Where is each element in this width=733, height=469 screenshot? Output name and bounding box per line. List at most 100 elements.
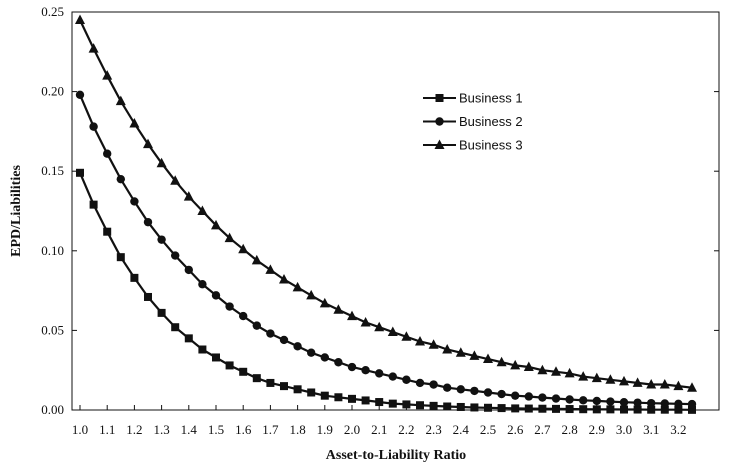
data-point-circle [130, 197, 139, 206]
data-point-triangle [646, 379, 657, 389]
data-point-triangle [605, 374, 616, 384]
data-point-square [620, 405, 628, 414]
data-point-square [470, 403, 479, 412]
data-point-triangle [455, 347, 466, 357]
y-tick-label: 0.05 [41, 322, 64, 337]
y-tick-label: 0.25 [41, 4, 64, 19]
series-square [76, 168, 696, 414]
data-point-square [606, 405, 615, 414]
data-point-circle [415, 378, 425, 388]
x-tick-label: 2.2 [398, 422, 414, 437]
data-point-triangle [673, 380, 684, 391]
x-axis-title: Asset-to-Liability Ratio [326, 448, 466, 463]
data-point-square [647, 405, 656, 414]
x-tick-label: 3.0 [616, 422, 632, 437]
data-point-circle [687, 399, 697, 409]
y-tick-label: 0.15 [41, 163, 64, 178]
series-layer [75, 14, 697, 414]
data-point-circle [579, 396, 588, 405]
data-point-triangle [224, 232, 235, 243]
data-point-circle [660, 399, 669, 408]
data-point-triangle [115, 95, 126, 106]
legend: Business 1 Business 2 Business 3 [423, 91, 523, 153]
data-point-square [252, 374, 261, 383]
data-point-square [429, 401, 438, 410]
x-tick-label: 2.4 [453, 422, 470, 437]
data-point-triangle [156, 157, 167, 168]
data-point-square [552, 404, 560, 413]
data-point-square [497, 404, 506, 413]
data-point-circle [456, 385, 465, 394]
data-point-triangle [387, 326, 398, 336]
data-point-square [307, 388, 316, 397]
data-point-square [361, 396, 370, 405]
x-tick-label: 1.4 [181, 422, 198, 437]
data-point-circle [619, 397, 629, 407]
data-point-square [443, 402, 452, 411]
x-tick-label: 1.9 [317, 422, 333, 437]
y-tick-label: 0.20 [41, 84, 64, 99]
data-point-circle [647, 398, 656, 408]
data-point-triangle [442, 344, 453, 354]
data-point-square [633, 405, 642, 414]
data-point-square [103, 227, 112, 236]
data-point-circle [171, 251, 180, 260]
data-point-square [293, 385, 302, 394]
x-tick-label: 2.8 [561, 422, 577, 437]
data-point-square [538, 404, 547, 413]
data-point-triangle [523, 361, 534, 372]
data-point-square [320, 391, 329, 400]
data-point-square [688, 405, 696, 414]
data-point-triangle [591, 372, 602, 383]
data-point-triangle [279, 273, 289, 284]
data-point-triangle [564, 367, 575, 378]
data-point-triangle [347, 310, 357, 321]
data-point-circle [252, 321, 261, 330]
data-point-circle [89, 122, 98, 131]
legend-label: Business 3 [459, 138, 523, 153]
x-tick-label: 1.2 [126, 422, 142, 437]
data-point-square [592, 405, 601, 414]
data-point-triangle [619, 375, 629, 386]
data-point-square [130, 273, 139, 282]
data-point-circle [565, 395, 574, 404]
data-point-square [184, 334, 193, 343]
data-point-triangle [333, 304, 344, 314]
data-point-triangle [428, 339, 439, 349]
data-point-circle [307, 348, 316, 357]
y-tick-label: 0.00 [41, 402, 64, 417]
data-point-triangle [170, 175, 181, 185]
data-point-circle [470, 386, 479, 396]
x-tick-label: 2.1 [371, 422, 387, 437]
legend-entry: Business 3 [423, 138, 523, 153]
data-point-square [76, 168, 84, 177]
data-point-square [416, 401, 424, 410]
x-tick-label: 1.6 [235, 422, 252, 437]
series-line [78, 94, 693, 406]
series-line [79, 19, 693, 389]
data-point-circle [293, 342, 302, 351]
data-point-circle [184, 265, 193, 275]
data-point-triangle [265, 264, 276, 274]
data-point-circle [225, 302, 234, 311]
series-triangle [75, 14, 697, 392]
data-point-circle [143, 217, 153, 227]
data-point-triangle [306, 289, 317, 300]
data-point-triangle [319, 297, 330, 308]
data-point-circle [606, 397, 615, 406]
data-point-circle [592, 396, 601, 406]
data-point-square [116, 253, 125, 262]
data-point-square [388, 399, 397, 408]
data-point-square [225, 361, 234, 370]
data-point-circle [538, 393, 547, 402]
data-point-circle [347, 362, 357, 372]
legend-marker-circle [435, 117, 444, 126]
x-tick-label: 3.2 [670, 422, 686, 437]
data-point-triangle [374, 321, 385, 332]
data-point-square [266, 378, 275, 387]
data-point-square [375, 398, 384, 407]
x-tick-label: 1.3 [153, 422, 169, 437]
x-tick-label: 1.5 [208, 422, 224, 437]
data-point-triangle [75, 14, 85, 24]
x-axis-ticks: 1.0 1.1 1.2 1.3 1.4 1.5 1.6 1.7 1.8 1.9 2.0 2.1 2.2 2… [72, 405, 687, 437]
